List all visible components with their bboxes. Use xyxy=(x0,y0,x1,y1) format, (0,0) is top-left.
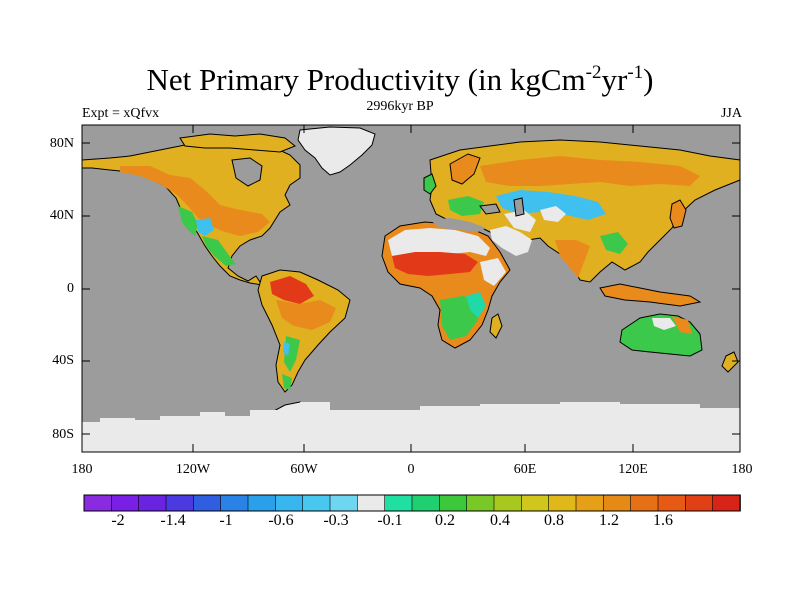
experiment-label: Expt = xQfvx xyxy=(82,106,160,121)
colorbar-tick-label: -0.1 xyxy=(377,512,403,529)
hudson-bay-water xyxy=(231,157,263,187)
colorbar-swatch xyxy=(630,494,659,512)
lon-tick-label: 120E xyxy=(618,462,648,477)
colorbar-tick-label: 0.8 xyxy=(544,512,564,529)
colorbar-tick-label: -1.4 xyxy=(160,512,186,529)
colorbar-swatch xyxy=(712,494,741,512)
colorbar-tick-label: -0.3 xyxy=(323,512,349,529)
south-america-high-npp xyxy=(270,276,314,304)
colorbar-swatch xyxy=(466,494,495,512)
south-america-region xyxy=(257,269,351,393)
colorbar-tick-label: 0.2 xyxy=(435,512,455,529)
north-america-green-west xyxy=(178,206,198,236)
sahel-high-npp xyxy=(392,252,478,276)
colorbar-swatch xyxy=(111,494,140,512)
lat-tick-label: 40S xyxy=(52,353,74,368)
scandinavia xyxy=(449,153,481,185)
middle-east-desert xyxy=(490,226,532,256)
colorbar-swatch xyxy=(247,494,277,512)
lat-tick-label: 80N xyxy=(49,136,74,151)
colorbar-swatch xyxy=(357,494,386,512)
japan-islands xyxy=(669,199,687,229)
antarctica-ice-shelf xyxy=(82,402,740,430)
colorbar-tick-label: -2 xyxy=(111,512,125,529)
australia-north-orange xyxy=(672,316,692,334)
colorbar-tick-label: 1.2 xyxy=(599,512,619,529)
horn-of-africa-ice xyxy=(480,258,506,286)
australia-ice xyxy=(652,318,676,330)
greenland-region xyxy=(297,126,376,176)
black-sea-water xyxy=(479,203,501,215)
south-america-south-green xyxy=(282,374,292,390)
colorbar-swatch xyxy=(384,494,413,512)
season-label: JJA xyxy=(720,106,742,121)
north-america-high-npp xyxy=(120,166,270,236)
india-region xyxy=(555,240,590,278)
colorbar-tick-label: -1 xyxy=(219,512,233,529)
tarim-ice xyxy=(540,206,566,222)
colorbar-swatch xyxy=(548,494,577,512)
mediterranean-water xyxy=(430,218,486,232)
colorbar-swatch xyxy=(138,494,167,512)
colorbar-swatch xyxy=(411,494,441,512)
colorbar xyxy=(83,494,741,512)
lat-tick-label: 40N xyxy=(49,208,74,223)
south-america-cyan xyxy=(283,342,290,356)
east-africa-teal xyxy=(466,292,486,318)
lon-ticks xyxy=(192,125,634,452)
indonesia-region xyxy=(599,283,702,307)
madagascar xyxy=(489,313,503,339)
colorbar-swatch xyxy=(493,494,523,512)
colorbar-swatch xyxy=(439,494,468,512)
lon-tick-label: 0 xyxy=(407,462,415,477)
colorbar-frame xyxy=(83,494,741,512)
colorbar-swatch xyxy=(302,494,331,512)
map-title: Net Primary Productivity (in kgCm-2yr-1) xyxy=(146,62,654,97)
time-label: 2996kyr BP xyxy=(366,99,434,114)
colorbar-tick-label: 1.6 xyxy=(653,512,673,529)
mexico-green xyxy=(202,236,236,266)
colorbar-swatch xyxy=(575,494,605,512)
south-america-orange xyxy=(276,300,336,330)
new-zealand xyxy=(721,351,739,373)
colorbar-swatch xyxy=(657,494,687,512)
europe-green xyxy=(448,196,484,216)
colorbar-tick-label: 0.4 xyxy=(490,512,510,529)
colorbar-tick-label: -0.6 xyxy=(268,512,294,529)
sahara-desert xyxy=(388,228,490,256)
colorbar-swatch xyxy=(275,494,304,512)
colorbar-swatch xyxy=(685,494,714,512)
british-isles xyxy=(423,173,437,195)
arctic-islands xyxy=(179,133,296,153)
colorbar-swatch xyxy=(193,494,222,512)
north-america-cyan-southwest xyxy=(196,218,214,236)
lat-ticks xyxy=(82,142,740,435)
eurasia-orange-band xyxy=(480,156,700,186)
colorbar-swatch xyxy=(603,494,632,512)
colorbar-swatch xyxy=(329,494,359,512)
colorbar-swatch xyxy=(83,494,113,512)
iran-ice xyxy=(504,210,536,232)
colorbar-swatch xyxy=(165,494,195,512)
colorbar-swatch xyxy=(521,494,550,512)
lon-tick-label: 180 xyxy=(71,462,93,477)
lon-tick-label: 60E xyxy=(513,462,537,477)
colorbar-swatch xyxy=(220,494,249,512)
lon-tick-label: 120W xyxy=(175,462,211,477)
lat-tick-label: 0 xyxy=(67,281,74,296)
lon-tick-label: 60W xyxy=(290,462,318,477)
lon-tick-label: 180 xyxy=(731,462,753,477)
southeast-asia-green xyxy=(600,232,628,254)
lat-tick-label: 80S xyxy=(52,427,74,442)
caspian-sea-water xyxy=(513,197,525,217)
